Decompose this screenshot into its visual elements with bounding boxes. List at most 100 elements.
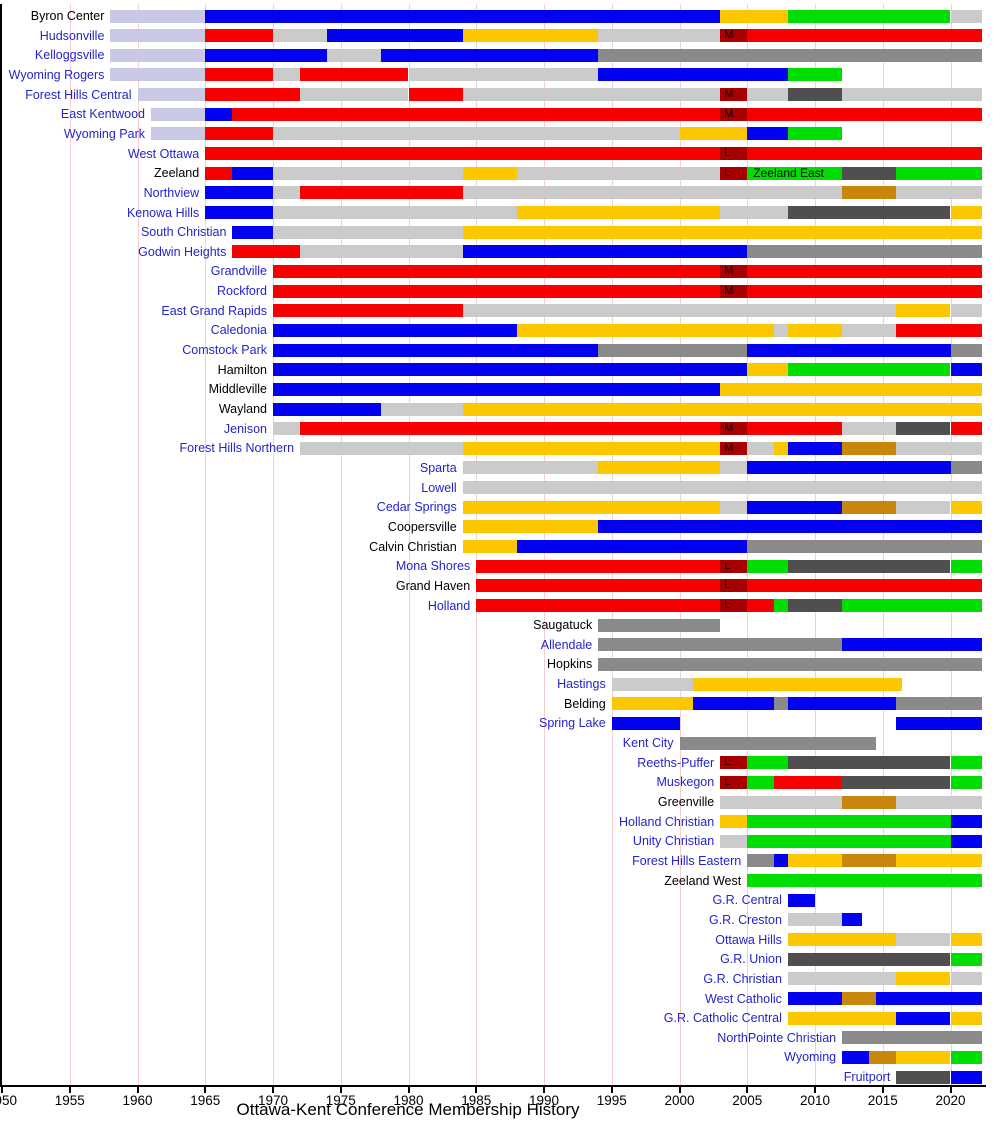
row-label-g-r-union[interactable]: G.R. Union [720,952,782,967]
row-label-kent-city[interactable]: Kent City [622,736,674,751]
row-label-forest-hills-eastern[interactable]: Forest Hills Eastern [632,853,742,868]
axis-tick-label: 1975 [325,1093,356,1108]
row-label-comstock-park[interactable]: Comstock Park [182,343,267,358]
gridline [69,4,71,1085]
bar-segment [950,363,982,377]
marker-box: L [720,559,748,573]
bar-segment [720,9,788,23]
axis-tick [1,1087,3,1093]
bar-segment [747,245,982,259]
bar-segment [950,756,982,770]
row-label-allendale[interactable]: Allendale [540,637,593,652]
axis-tick [272,1087,274,1093]
row-label-holland[interactable]: Holland [427,598,471,613]
row-label-caledonia[interactable]: Caledonia [210,323,267,338]
row-label-mona-shores[interactable]: Mona Shores [395,559,471,574]
bar-segment [232,245,301,259]
row-label-hudsonville[interactable]: Hudsonville [39,28,105,43]
bar-segment [598,520,982,534]
row-label-g-r-creston[interactable]: G.R. Creston [708,912,782,927]
row-label-wyoming[interactable]: Wyoming [784,1050,837,1065]
bar-segment [774,323,788,337]
bar-segment [273,382,721,396]
axis-tick-label: 1990 [528,1093,560,1108]
row-label-kenowa-hills[interactable]: Kenowa Hills [126,205,200,220]
row-label-south-christian[interactable]: South Christian [140,225,227,240]
row-label-greenville: Greenville [657,795,715,809]
row-label-hastings[interactable]: Hastings [557,677,606,692]
bar-segment [720,834,748,848]
row-label-byron-center: Byron Center [30,9,105,23]
row-label-middleville: Middleville [208,382,267,397]
row-label-kelloggsville[interactable]: Kelloggsville [34,48,105,63]
bar-segment [273,402,382,416]
row-label-rockford[interactable]: Rockford [216,284,267,299]
row-label-g-r-central[interactable]: G.R. Central [712,893,782,908]
bar-segment [950,9,982,23]
row-label-jenison[interactable]: Jenison [223,421,267,436]
bar-segment [273,343,599,357]
bar-segment [842,854,897,868]
bar-segment [950,559,982,573]
bar-segment [516,540,748,553]
gridline [205,4,207,1085]
row-label-grandville[interactable]: Grandville [210,264,267,279]
axis-tick-label: 1970 [257,1093,289,1108]
bar-segment [869,1050,897,1064]
row-label-east-grand-rapids[interactable]: East Grand Rapids [161,303,267,318]
bar-segment [598,29,721,43]
bar-segment [747,147,982,160]
row-label-ottawa-hills[interactable]: Ottawa Hills [715,932,782,947]
bar-segment [205,186,274,200]
row-label-wyoming-rogers[interactable]: Wyoming Rogers [8,67,105,82]
bar-segment [611,697,694,711]
row-label-unity-christian[interactable]: Unity Christian [632,834,715,849]
bar-segment [598,657,982,671]
bar-segment [300,441,463,455]
bar-segment [842,599,982,612]
bar-segment [842,795,897,809]
row-label-forest-hills-northern[interactable]: Forest Hills Northern [179,441,295,456]
row-label-g-r-catholic-central[interactable]: G.R. Catholic Central [663,1011,782,1026]
bar-segment [787,9,951,23]
row-label-reeths-puffer[interactable]: Reeths-Puffer [637,755,715,770]
bar-segment [950,952,982,966]
row-label-west-ottawa[interactable]: West Ottawa [127,146,200,161]
row-label-godwin-heights[interactable]: Godwin Heights [138,244,227,259]
bar-segment [774,697,788,711]
axis-tick [949,1087,952,1093]
row-label-sparta[interactable]: Sparta [419,460,457,475]
bar-segment [273,363,748,377]
marker-letter: L [724,775,731,788]
bar-segment [693,677,902,691]
y-axis-line [0,4,2,1087]
gridline [137,4,139,1085]
row-label-east-kentwood[interactable]: East Kentwood [60,107,145,122]
bar-segment [273,304,463,318]
row-label-wyoming-park[interactable]: Wyoming Park [63,126,145,141]
row-label-muskegon[interactable]: Muskegon [656,775,715,790]
bar-segment [787,441,843,455]
row-label-west-catholic[interactable]: West Catholic [705,991,782,1006]
axis-tick-label: 2020 [935,1093,966,1108]
bar-segment: Zeeland East [747,166,843,180]
bar-segment [787,933,897,946]
row-label-lowell[interactable]: Lowell [421,480,457,495]
bar-segment [842,1050,870,1064]
bar-segment [747,29,982,43]
marker-letter: L [724,559,731,572]
bar-segment [720,206,788,219]
row-label-g-r-christian[interactable]: G.R. Christian [703,971,782,986]
row-label-northpointe-christian[interactable]: NorthPointe Christian [717,1030,837,1045]
row-label-forest-hills-central[interactable]: Forest Hills Central [25,87,132,102]
row-label-northview[interactable]: Northview [143,185,200,200]
row-label-cedar-springs[interactable]: Cedar Springs [376,500,457,515]
axis-tick [136,1087,139,1093]
bar-segment [300,422,721,436]
row-label-holland-christian[interactable]: Holland Christian [619,814,715,829]
marker-box: M [720,284,748,298]
marker-box: M [720,29,748,43]
row-label-spring-lake[interactable]: Spring Lake [538,716,606,731]
row-label-fruitport[interactable]: Fruitport [843,1070,891,1085]
axis-tick [543,1087,545,1093]
